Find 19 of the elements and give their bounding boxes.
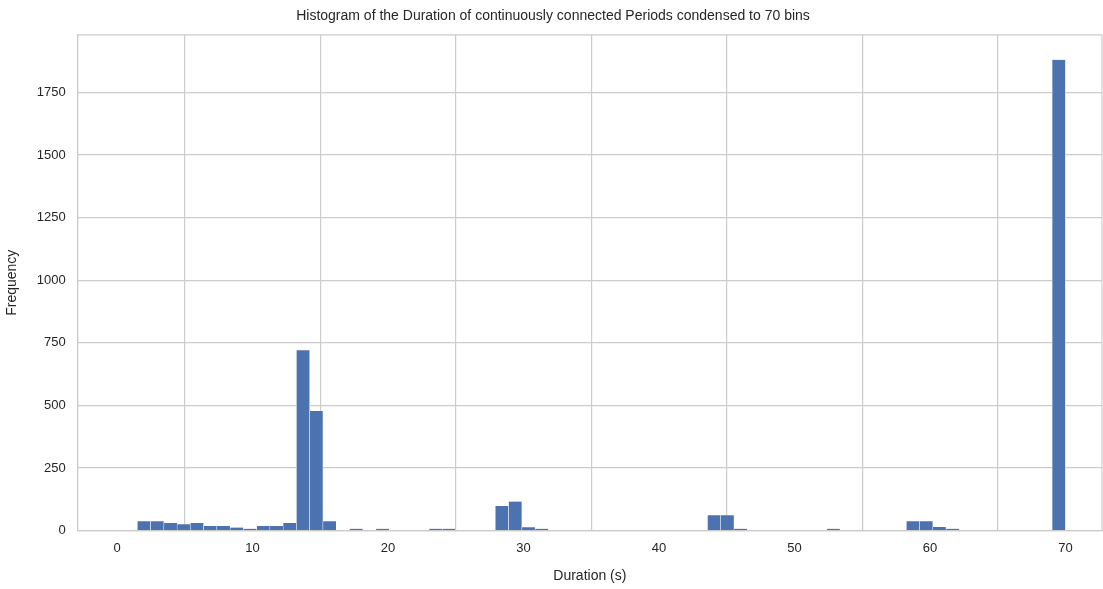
y-tick-label: 0 [58,522,66,538]
x-tick-label: 40 [651,539,667,555]
x-axis-title: Duration (s) [553,567,627,584]
x-tick-label: 60 [922,539,938,555]
y-tick-label: 1250 [36,209,66,225]
x-tick-label: 70 [1058,539,1073,555]
y-tick-label: 1000 [36,271,66,287]
x-tick-label: 0 [113,539,121,555]
y-tick-label: 1750 [36,83,66,99]
chart-title: Histogram of the Duration of continuously connected Periods condensed to 70 bins [296,7,810,24]
y-tick-label: 750 [44,334,66,350]
x-tick-label: 30 [516,539,531,555]
y-axis-title: Frequency [3,249,20,316]
y-tick-label: 500 [44,396,66,412]
x-tick-label: 10 [245,539,260,555]
x-tick-label: 20 [380,539,396,555]
y-tick-label: 250 [44,459,66,475]
x-tick-label: 50 [787,539,802,555]
y-tick-label: 1500 [36,146,66,162]
